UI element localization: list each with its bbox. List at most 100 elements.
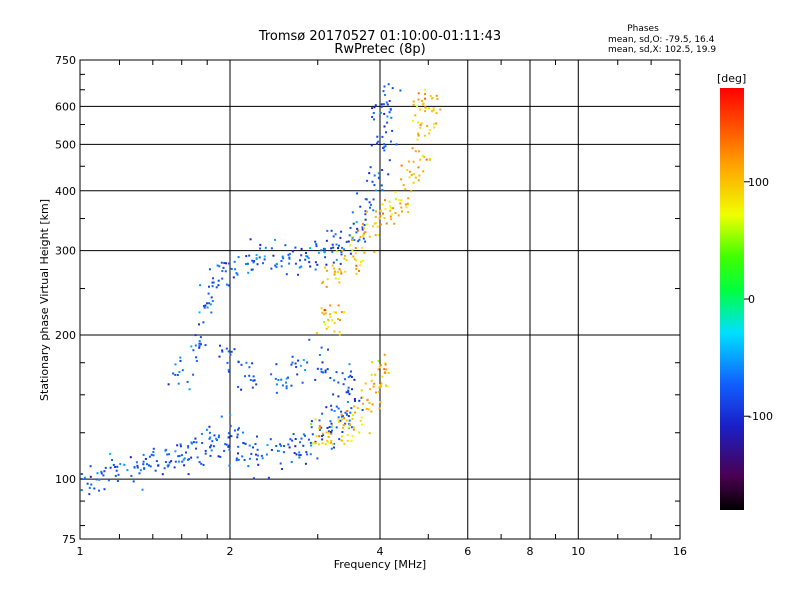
echo-point [248, 444, 251, 447]
echo-point [430, 110, 433, 113]
echo-point [358, 270, 360, 272]
echo-point [330, 422, 333, 425]
echo-point [238, 427, 240, 430]
echo-point [195, 447, 197, 450]
echo-point [208, 285, 210, 288]
echo-point [342, 424, 345, 427]
echo-point [246, 262, 249, 265]
echo-point [253, 379, 256, 382]
echo-point [355, 221, 358, 223]
echo-point [180, 454, 183, 457]
echo-point [209, 303, 212, 306]
echo-point [192, 441, 195, 444]
echo-point [394, 198, 397, 201]
echo-point [366, 179, 369, 182]
phase-x-stats: mean, sd,X: 102.5, 19.9 [608, 45, 716, 55]
echo-point [400, 206, 403, 209]
echo-point [119, 463, 122, 465]
echo-point [319, 426, 322, 429]
echo-point [88, 493, 91, 496]
echo-point [351, 434, 354, 437]
echo-point [335, 258, 338, 261]
echo-point [80, 477, 83, 480]
echo-point [316, 457, 319, 460]
echo-point [177, 382, 180, 385]
echo-point [308, 338, 311, 341]
echo-point [212, 277, 214, 280]
echo-point [245, 263, 247, 265]
echo-point [364, 218, 367, 221]
echo-point [172, 372, 175, 375]
echo-point [358, 238, 361, 241]
echo-point [199, 336, 202, 339]
echo-point [406, 169, 409, 171]
echo-point [364, 231, 367, 234]
echo-point [384, 362, 387, 364]
echo-point [291, 355, 294, 358]
echo-point [295, 453, 298, 456]
echo-point [291, 250, 294, 253]
echo-point [384, 208, 387, 211]
echo-point [340, 230, 343, 233]
echo-point [369, 166, 372, 169]
echo-point [224, 270, 227, 273]
echo-point [299, 441, 301, 444]
echo-point [412, 181, 415, 184]
echo-point [283, 445, 286, 447]
echo-point [289, 438, 292, 441]
echo-point [347, 386, 350, 389]
echo-point [383, 85, 386, 88]
echo-point [388, 200, 391, 203]
echo-point [345, 259, 348, 262]
echo-point [326, 439, 329, 442]
echo-point [206, 302, 208, 305]
echo-point [267, 476, 270, 479]
echo-point [372, 198, 375, 201]
echo-point [354, 247, 357, 249]
echo-point [350, 376, 353, 378]
echo-point [190, 456, 193, 459]
echo-point [209, 446, 212, 449]
echo-point [230, 267, 233, 270]
echo-point [435, 112, 438, 115]
echo-point [310, 420, 313, 423]
echo-point [390, 213, 393, 216]
echo-point [411, 119, 414, 122]
echo-point [353, 398, 356, 400]
echo-point [188, 388, 191, 391]
echo-point [386, 385, 389, 388]
echo-point [263, 255, 266, 258]
echo-point [365, 198, 368, 201]
echo-point [72, 489, 74, 491]
echo-point [318, 429, 321, 431]
echo-point [215, 437, 218, 440]
echo-point [350, 235, 353, 238]
echo-point [139, 469, 142, 472]
echo-point [314, 418, 317, 421]
echo-point [361, 396, 364, 399]
echo-point [388, 100, 391, 102]
echo-point [256, 263, 259, 266]
echo-point [161, 473, 164, 476]
echo-point [374, 215, 377, 218]
echo-point [340, 311, 343, 313]
echo-point [428, 157, 431, 160]
echo-point [432, 107, 435, 110]
echo-point [329, 313, 332, 316]
data-points [72, 83, 442, 496]
echo-point [323, 321, 325, 324]
echo-point [316, 332, 319, 334]
echo-point [381, 203, 384, 206]
echo-point [356, 407, 359, 409]
echo-point [321, 438, 324, 441]
echo-point [299, 364, 302, 367]
echo-point [326, 368, 329, 371]
echo-point [347, 391, 350, 394]
echo-point [378, 217, 381, 220]
echo-point [220, 415, 223, 418]
echo-point [320, 346, 323, 349]
echo-point [304, 462, 307, 465]
echo-point [287, 376, 289, 379]
echo-point [346, 401, 349, 403]
echo-point [150, 453, 153, 456]
